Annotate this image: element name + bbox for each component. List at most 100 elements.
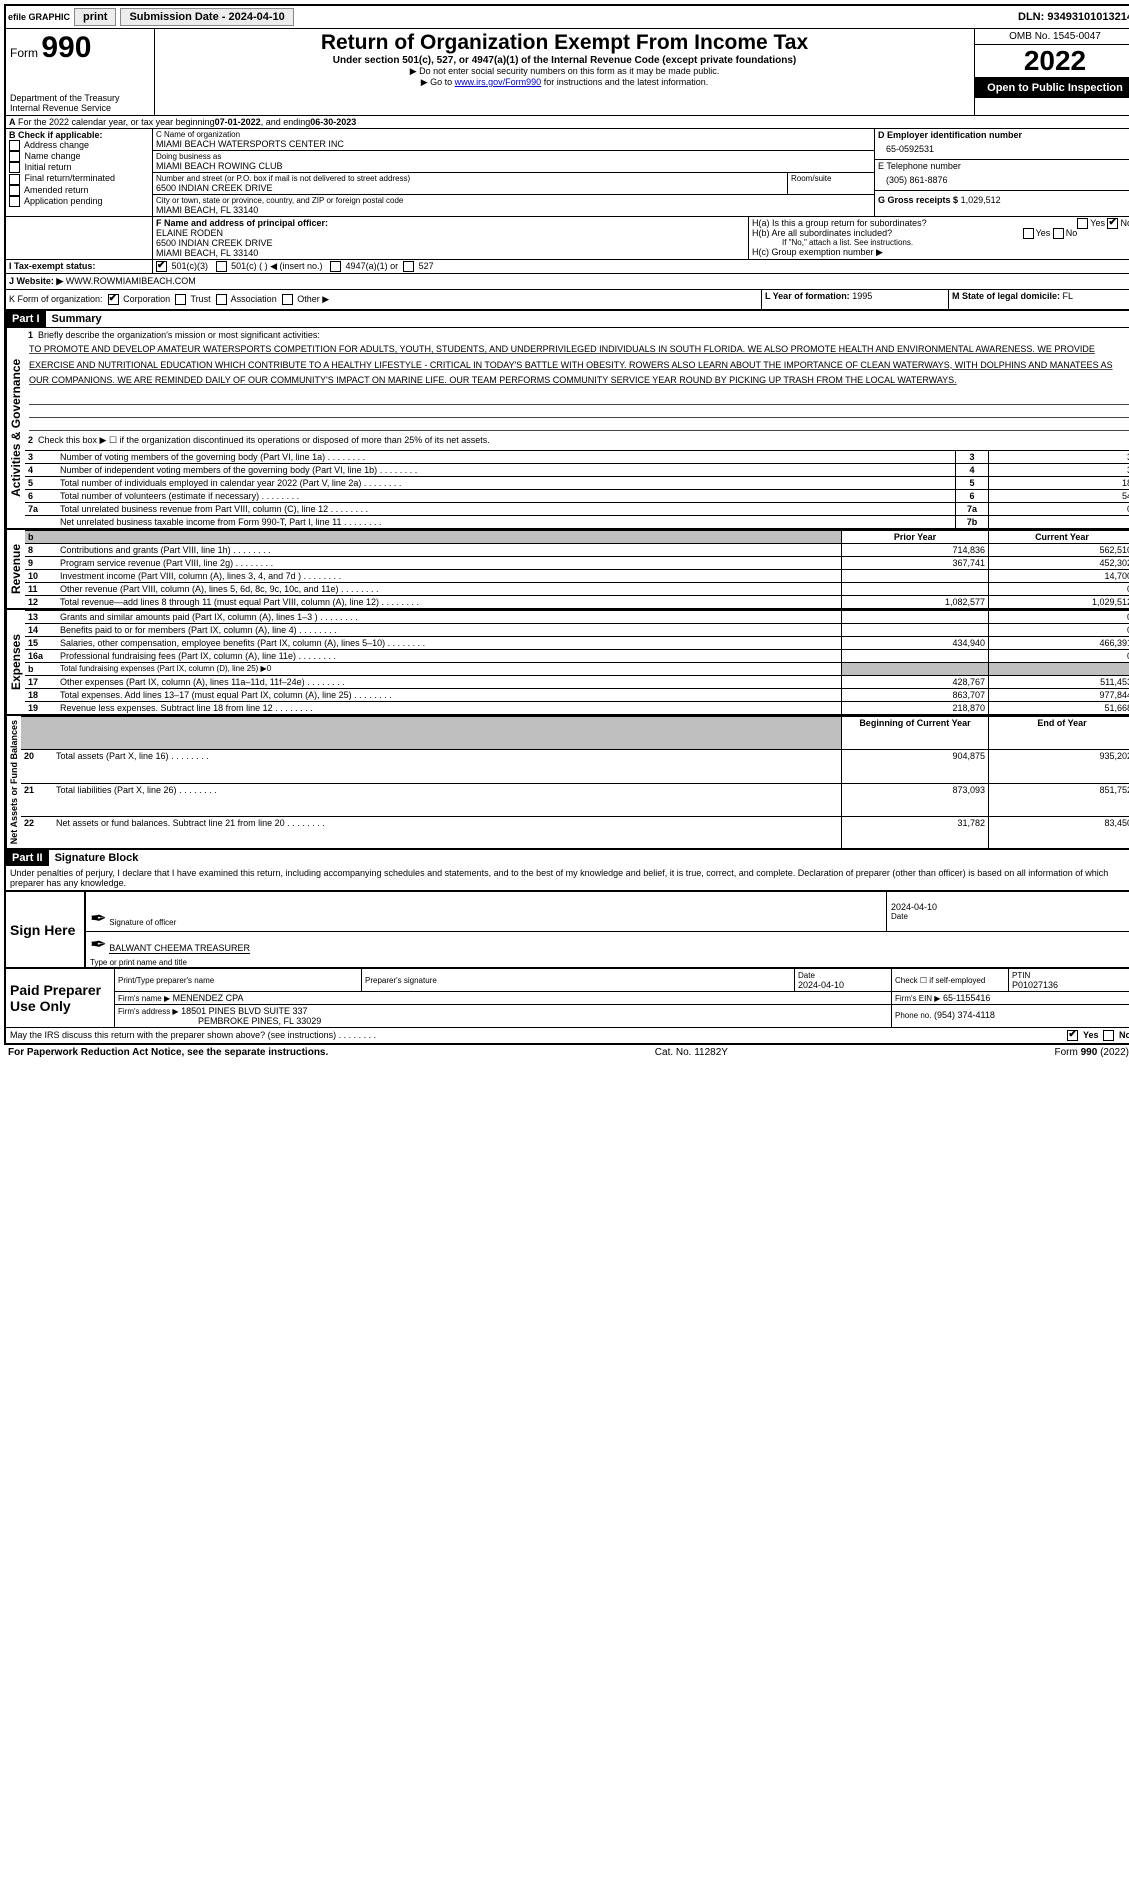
officer-typed-name: BALWANT CHEEMA TREASURER bbox=[109, 943, 250, 954]
form-number: 990 bbox=[41, 31, 91, 64]
firm-name: MENENDEZ CPA bbox=[173, 993, 244, 1003]
hb-yes-checkbox[interactable] bbox=[1023, 228, 1034, 239]
form-title: Return of Organization Exempt From Incom… bbox=[161, 31, 968, 55]
part2-badge: Part II bbox=[6, 850, 49, 866]
netassets-table: Beginning of Current YearEnd of Year20To… bbox=[21, 716, 1129, 848]
klm-row: K Form of organization: Corporation Trus… bbox=[6, 289, 1129, 309]
hb-no-checkbox[interactable] bbox=[1053, 228, 1064, 239]
period-end: 06-30-2023 bbox=[310, 117, 356, 127]
table-row: 3Number of voting members of the governi… bbox=[25, 451, 1129, 464]
k-label: K Form of organization: bbox=[9, 294, 103, 304]
table-row: 5Total number of individuals employed in… bbox=[25, 477, 1129, 490]
type-name-label: Type or print name and title bbox=[90, 958, 187, 967]
501c3-checkbox[interactable] bbox=[156, 261, 167, 272]
tax-exempt-row: I Tax-exempt status: 501(c)(3) 501(c) ( … bbox=[6, 259, 1129, 273]
boxb-item: Address change bbox=[9, 140, 149, 151]
firm-addr-label: Firm's address ▶ bbox=[118, 1007, 179, 1016]
m-value: FL bbox=[1063, 291, 1074, 301]
other-checkbox[interactable] bbox=[282, 294, 293, 305]
part2-header: Part II Signature Block bbox=[6, 848, 1129, 866]
revenue-table: bPrior YearCurrent Year8Contributions an… bbox=[25, 530, 1129, 608]
officer-name: ELAINE RODEN bbox=[156, 228, 223, 238]
boxb-checkbox[interactable] bbox=[9, 174, 20, 185]
boxb-checkbox[interactable] bbox=[9, 196, 20, 207]
table-row: 20Total assets (Part X, line 16)904,8759… bbox=[21, 750, 1129, 783]
officer-label: F Name and address of principal officer: bbox=[156, 218, 328, 228]
form-label: Form bbox=[10, 46, 38, 60]
period-begin: 07-01-2022 bbox=[215, 117, 261, 127]
501c-label: 501(c) ( ) ◀ (insert no.) bbox=[231, 261, 322, 271]
4947-checkbox[interactable] bbox=[330, 261, 341, 272]
website-row: J Website: ▶ WWW.ROWMIAMIBEACH.COM bbox=[6, 273, 1129, 289]
part1-badge: Part I bbox=[6, 311, 46, 327]
501c-checkbox[interactable] bbox=[216, 261, 227, 272]
firm-ein-label: Firm's EIN ▶ bbox=[895, 994, 940, 1003]
firm-ein: 65-1155416 bbox=[943, 993, 990, 1003]
boxb-item: Application pending bbox=[9, 196, 149, 207]
website-value: WWW.ROWMIAMIBEACH.COM bbox=[66, 276, 196, 287]
footer: For Paperwork Reduction Act Notice, see … bbox=[4, 1045, 1129, 1060]
m-label: M State of legal domicile: bbox=[952, 291, 1060, 301]
form-footer: Form 990 (2022) bbox=[1055, 1047, 1129, 1058]
self-employed: Check ☐ if self-employed bbox=[892, 968, 1009, 992]
firm-name-label: Firm's name ▶ bbox=[118, 994, 170, 1003]
hb-label: H(b) Are all subordinates included? bbox=[752, 228, 892, 238]
i-label: I Tax-exempt status: bbox=[9, 261, 95, 271]
discuss-no-checkbox[interactable] bbox=[1103, 1030, 1114, 1041]
table-row: 7aTotal unrelated business revenue from … bbox=[25, 503, 1129, 516]
ha-label: H(a) Is this a group return for subordin… bbox=[752, 218, 927, 228]
assoc-checkbox[interactable] bbox=[216, 294, 227, 305]
firm-phone-label: Phone no. bbox=[895, 1011, 931, 1020]
firm-addr2: PEMBROKE PINES, FL 33029 bbox=[118, 1016, 321, 1026]
boxb-item: Name change bbox=[9, 151, 149, 162]
ptin-value: P01027136 bbox=[1012, 980, 1058, 990]
table-row: 12Total revenue—add lines 8 through 11 (… bbox=[25, 596, 1129, 609]
part1-title: Summary bbox=[46, 311, 108, 327]
period-row: A For the 2022 calendar year, or tax yea… bbox=[6, 115, 1129, 128]
blank-line bbox=[29, 405, 1129, 418]
gross-value: 1,029,512 bbox=[961, 195, 1001, 205]
form-container: efile GRAPHIC print Submission Date - 20… bbox=[4, 4, 1129, 1045]
table-row: 14Benefits paid to or for members (Part … bbox=[25, 624, 1129, 637]
table-row: 10Investment income (Part VIII, column (… bbox=[25, 570, 1129, 583]
period-mid: , and ending bbox=[261, 117, 311, 127]
governance-table: 3Number of voting members of the governi… bbox=[25, 450, 1129, 528]
form990-link[interactable]: www.irs.gov/Form990 bbox=[455, 77, 542, 87]
table-row: 22Net assets or fund balances. Subtract … bbox=[21, 816, 1129, 848]
officer-street: 6500 INDIAN CREEK DRIVE bbox=[156, 238, 273, 248]
goto-pre: ▶ Go to bbox=[421, 77, 455, 87]
table-row: 17Other expenses (Part IX, column (A), l… bbox=[25, 676, 1129, 689]
side-expenses: Expenses bbox=[6, 610, 25, 714]
sig-date-value: 2024-04-10 bbox=[891, 902, 1129, 912]
preparer-table: Paid Preparer Use Only Print/Type prepar… bbox=[6, 967, 1129, 1027]
discuss-yes-checkbox[interactable] bbox=[1067, 1030, 1078, 1041]
boxb-checkbox[interactable] bbox=[9, 162, 20, 173]
trust-checkbox[interactable] bbox=[175, 294, 186, 305]
part1-header: Part I Summary bbox=[6, 309, 1129, 327]
corp-checkbox[interactable] bbox=[108, 294, 119, 305]
boxb-checkbox[interactable] bbox=[9, 151, 20, 162]
discuss-row: May the IRS discuss this return with the… bbox=[6, 1027, 1129, 1043]
table-row: 18Total expenses. Add lines 13–17 (must … bbox=[25, 689, 1129, 702]
city-value: MIAMI BEACH, FL 33140 bbox=[156, 205, 871, 215]
submission-date-button[interactable]: Submission Date - 2024-04-10 bbox=[120, 8, 293, 26]
table-row: 9Program service revenue (Part VIII, lin… bbox=[25, 557, 1129, 570]
501c3-label: 501(c)(3) bbox=[172, 261, 209, 271]
org-name-label: C Name of organization bbox=[156, 130, 871, 139]
other-label: Other ▶ bbox=[297, 294, 329, 304]
boxb-checkbox[interactable] bbox=[9, 185, 20, 196]
revenue-block: Revenue bPrior YearCurrent Year8Contribu… bbox=[6, 528, 1129, 608]
print-button[interactable]: print bbox=[74, 8, 116, 26]
ha-no-checkbox[interactable] bbox=[1107, 218, 1118, 229]
side-governance: Activities & Governance bbox=[6, 328, 25, 528]
boxb-checkbox[interactable] bbox=[9, 140, 20, 151]
part1-body: Activities & Governance 1 Briefly descri… bbox=[6, 327, 1129, 528]
side-revenue: Revenue bbox=[6, 530, 25, 608]
no-ssn-note: ▶ Do not enter social security numbers o… bbox=[161, 66, 968, 77]
527-checkbox[interactable] bbox=[403, 261, 414, 272]
ha-yes-checkbox[interactable] bbox=[1077, 218, 1088, 229]
j-label: J Website: ▶ bbox=[9, 276, 63, 287]
irs-label: Internal Revenue Service bbox=[10, 103, 150, 113]
prep-date: 2024-04-10 bbox=[798, 980, 844, 990]
goto-post: for instructions and the latest informat… bbox=[541, 77, 708, 87]
